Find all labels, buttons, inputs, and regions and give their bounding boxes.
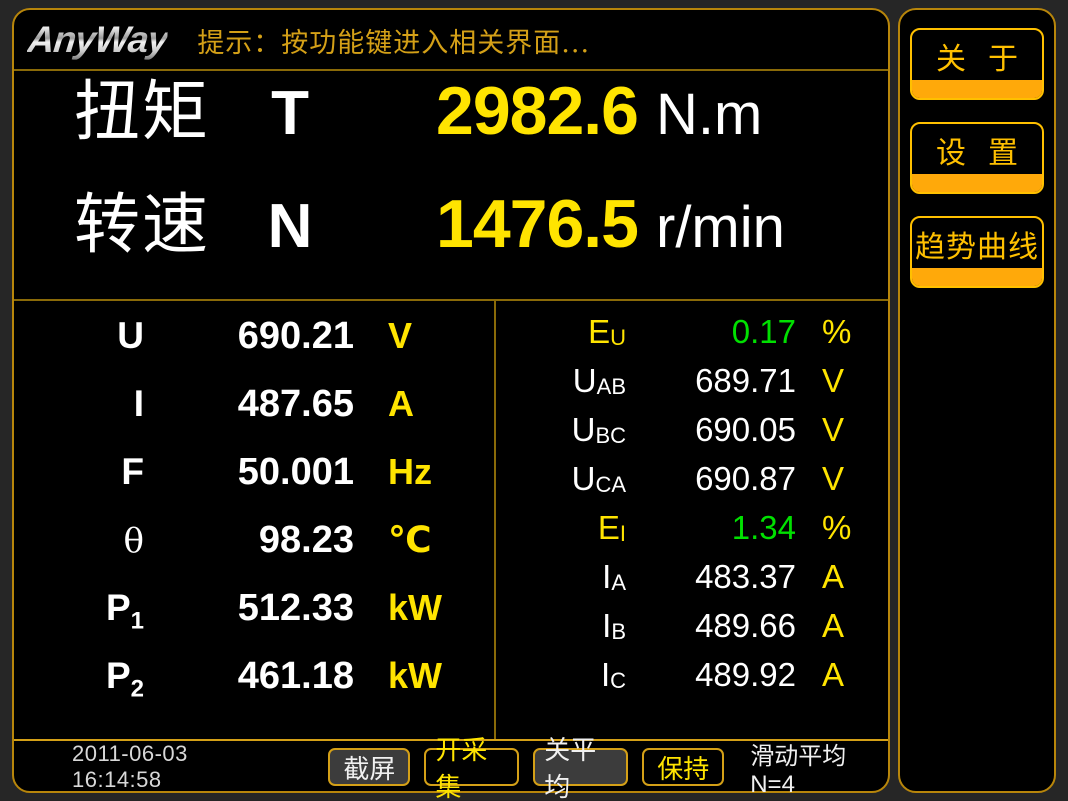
average-off-button[interactable]: 关平均 — [533, 735, 629, 801]
row-voltage-bc: UBC 690.05 V — [494, 411, 888, 460]
value-current: 487.65 — [237, 383, 354, 425]
anyway-logo: AnyWay — [25, 19, 170, 60]
function-key-list: 关于 设置 趋势曲线 — [900, 10, 1054, 791]
label-current-b: IB — [602, 607, 626, 644]
unit-current-unbalance: % — [822, 509, 852, 546]
row-voltage: U 690.21 V — [14, 315, 494, 383]
settings-button[interactable]: 设置 — [910, 122, 1044, 194]
readout-speed-value: 1476.5 — [436, 186, 639, 262]
footer-divider — [14, 739, 888, 741]
label-voltage: U — [117, 315, 144, 356]
unit-temperature: ℃ — [388, 519, 432, 560]
value-power1: 512.33 — [237, 587, 354, 629]
settings-button-indicator — [912, 174, 1042, 192]
readout-torque-value: 2982.6 — [436, 73, 639, 149]
value-current-b: 489.66 — [695, 607, 796, 644]
header-bar: AnyWay 提示：按功能键进入相关界面... — [14, 10, 888, 70]
unit-voltage: V — [388, 315, 413, 356]
value-current-c: 489.92 — [695, 656, 796, 693]
row-temperature: θ 98.23 ℃ — [14, 519, 494, 587]
main-display-panel: AnyWay 提示：按功能键进入相关界面... 扭矩 T 2982.6 N.m … — [12, 8, 890, 801]
row-voltage-ca: UCA 690.87 V — [494, 460, 888, 509]
value-voltage-ab: 689.71 — [695, 362, 796, 399]
unit-voltage-unbalance: % — [822, 313, 852, 350]
screenshot-button[interactable]: 截屏 — [328, 748, 411, 786]
measurement-area: U 690.21 V I 487.65 A F 50.001 Hz θ 98.2… — [14, 301, 888, 739]
about-button-label: 关于 — [936, 43, 1040, 76]
trend-curve-button-label: 趋势曲线 — [915, 231, 1039, 264]
value-voltage-unbalance: 0.17 — [731, 313, 796, 350]
right-measurement-column: EU 0.17 % UAB 689.71 V UBC 690.05 V UCA … — [494, 301, 888, 739]
row-power2: P2 461.18 kW — [14, 655, 494, 723]
label-voltage-ca: UCA — [571, 460, 626, 497]
primary-readouts: 扭矩 T 2982.6 N.m 转速 N 1476.5 r/min — [14, 72, 888, 298]
row-voltage-ab: UAB 689.71 V — [494, 362, 888, 411]
label-voltage-ab: UAB — [572, 362, 626, 399]
unit-power2: kW — [388, 655, 442, 696]
row-current-b: IB 489.66 A — [494, 607, 888, 656]
left-measurement-column: U 690.21 V I 487.65 A F 50.001 Hz θ 98.2… — [14, 301, 494, 739]
about-button-indicator — [912, 80, 1042, 98]
label-current: I — [133, 383, 144, 424]
footer-bar: 2011-06-03 16:14:58 截屏 开采集 关平均 保持 滑动平均 N… — [14, 735, 888, 801]
unit-voltage-ab: V — [822, 362, 845, 399]
readout-torque-symbol: T — [271, 79, 309, 148]
unit-current-a: A — [822, 558, 845, 595]
row-current-a: IA 483.37 A — [494, 558, 888, 607]
row-power1: P1 512.33 kW — [14, 587, 494, 655]
unit-current: A — [388, 383, 414, 424]
unit-current-b: A — [822, 607, 845, 644]
hint-text: 提示：按功能键进入相关界面... — [197, 27, 591, 59]
readout-torque-unit: N.m — [656, 82, 763, 147]
header-divider — [14, 69, 888, 71]
unit-frequency: Hz — [388, 451, 432, 492]
unit-power1: kW — [388, 587, 442, 628]
mid-divider — [14, 299, 888, 301]
function-key-panel: 关于 设置 趋势曲线 — [898, 8, 1056, 793]
settings-button-label: 设置 — [936, 137, 1040, 170]
readout-speed-unit: r/min — [656, 195, 785, 260]
unit-voltage-ca: V — [822, 460, 845, 497]
label-current-c: IC — [600, 656, 626, 693]
readout-torque: 扭矩 T 2982.6 N.m — [14, 72, 888, 185]
row-current-c: IC 489.92 A — [494, 656, 888, 705]
hold-button[interactable]: 保持 — [642, 748, 725, 786]
timestamp: 2011-06-03 16:14:58 — [72, 741, 188, 792]
label-voltage-unbalance: EU — [588, 313, 626, 350]
label-frequency: F — [121, 451, 144, 492]
column-divider — [494, 301, 496, 739]
value-voltage-ca: 690.87 — [695, 460, 796, 497]
readout-torque-name: 扭矩 — [74, 74, 210, 148]
label-power1: P1 — [105, 587, 144, 635]
unit-current-c: A — [822, 656, 845, 693]
label-current-unbalance: EI — [597, 509, 626, 546]
about-button[interactable]: 关于 — [910, 28, 1044, 100]
readout-speed-name: 转速 — [74, 187, 210, 261]
row-voltage-unbalance: EU 0.17 % — [494, 313, 888, 362]
label-temperature: θ — [123, 521, 144, 561]
row-current: I 487.65 A — [14, 383, 494, 451]
value-voltage: 690.21 — [237, 315, 354, 357]
label-voltage-bc: UBC — [571, 411, 626, 448]
start-acquisition-button[interactable]: 开采集 — [424, 735, 520, 801]
unit-voltage-bc: V — [822, 411, 845, 448]
value-current-a: 483.37 — [695, 558, 796, 595]
row-frequency: F 50.001 Hz — [14, 451, 494, 519]
trend-curve-button-indicator — [912, 268, 1042, 286]
readout-speed: 转速 N 1476.5 r/min — [14, 185, 888, 298]
value-temperature: 98.23 — [258, 519, 354, 561]
readout-speed-symbol: N — [267, 192, 313, 261]
label-current-a: IA — [602, 558, 626, 595]
label-power2: P2 — [105, 655, 144, 703]
value-voltage-bc: 690.05 — [695, 411, 796, 448]
value-power2: 461.18 — [237, 655, 354, 697]
row-current-unbalance: EI 1.34 % — [494, 509, 888, 558]
value-frequency: 50.001 — [237, 451, 354, 493]
value-current-unbalance: 1.34 — [731, 509, 796, 546]
moving-average-note: 滑动平均 N=4 — [750, 742, 847, 798]
trend-curve-button[interactable]: 趋势曲线 — [910, 216, 1044, 288]
